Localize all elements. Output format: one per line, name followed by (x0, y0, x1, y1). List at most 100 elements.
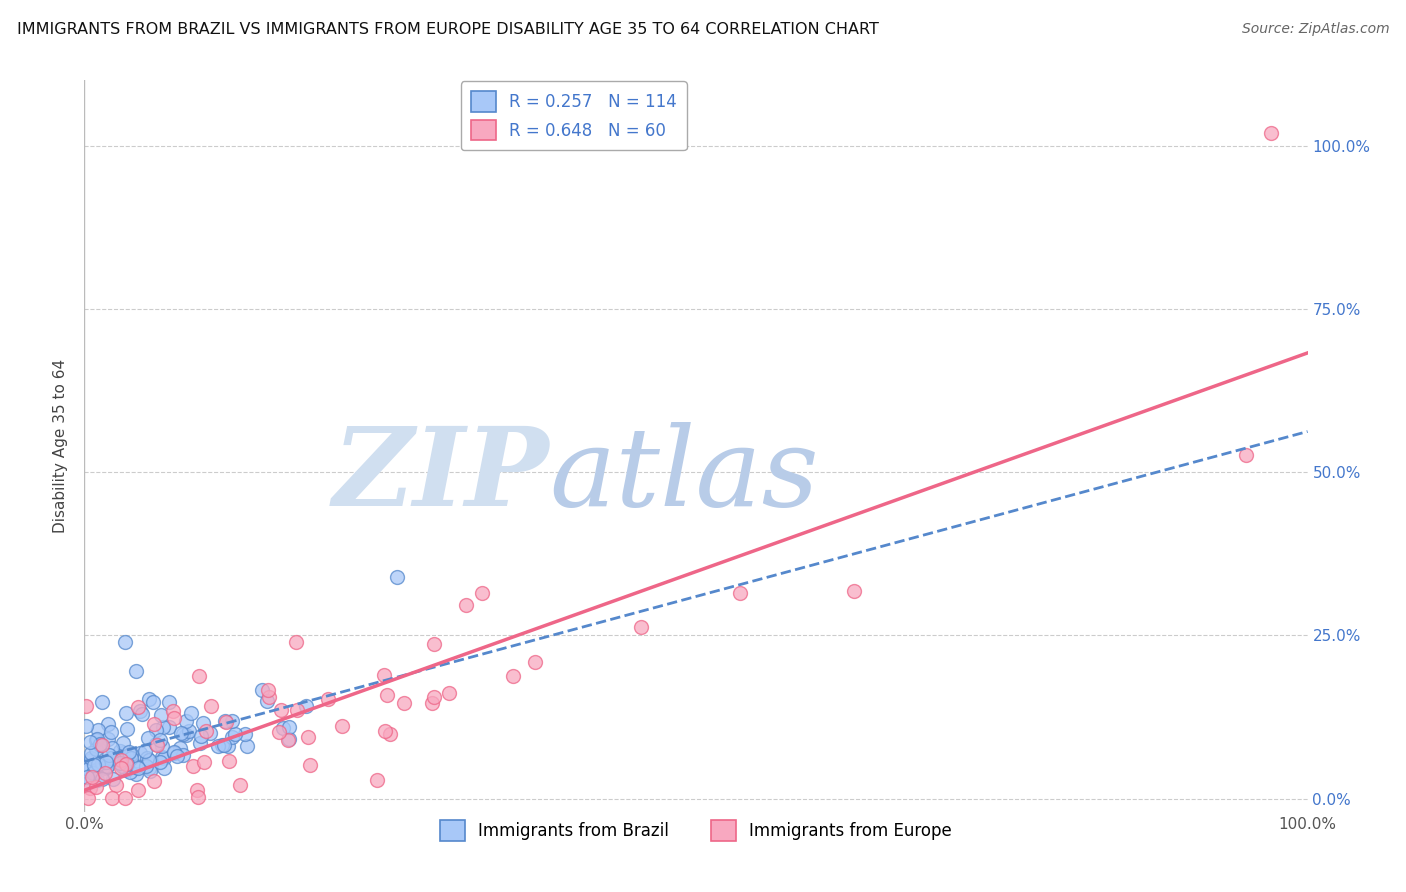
Point (298, 757, 321, 772)
Point (142, 695, 165, 709)
Point (374, 724, 396, 739)
Point (200, 698, 222, 713)
Point (127, 783, 149, 797)
Point (114, 763, 136, 777)
Point (366, 772, 388, 787)
Point (294, 699, 316, 714)
Point (110, 753, 132, 767)
Point (115, 757, 138, 772)
Point (214, 714, 236, 728)
Point (218, 754, 240, 768)
Point (143, 773, 166, 788)
Point (75, 760, 97, 774)
Point (224, 727, 246, 741)
Point (128, 746, 150, 760)
Point (149, 755, 172, 769)
Point (86, 772, 108, 787)
Point (149, 733, 172, 747)
Point (115, 755, 138, 769)
Point (127, 699, 149, 714)
Point (86, 763, 108, 777)
Point (387, 570, 409, 584)
Point (172, 727, 194, 741)
Point (101, 791, 124, 805)
Point (76, 771, 98, 785)
Point (420, 696, 443, 710)
Point (80, 753, 103, 767)
Point (277, 732, 299, 747)
Point (153, 761, 176, 775)
Point (284, 634, 307, 648)
Point (145, 738, 167, 752)
Point (82, 765, 104, 780)
Point (456, 598, 478, 612)
Point (145, 737, 167, 751)
Point (115, 749, 138, 764)
Point (152, 721, 174, 735)
Point (142, 717, 165, 731)
Point (193, 755, 215, 769)
Point (138, 691, 160, 706)
Point (1260, 126, 1282, 140)
Point (76, 762, 98, 776)
Point (198, 726, 221, 740)
Point (1236, 448, 1258, 462)
Point (277, 720, 299, 734)
Point (172, 747, 194, 762)
Point (194, 723, 217, 738)
Point (187, 789, 209, 804)
Point (186, 783, 208, 797)
Text: atlas: atlas (550, 422, 818, 529)
Point (153, 751, 176, 765)
Point (75, 777, 97, 791)
Point (80, 746, 103, 760)
Point (169, 726, 191, 740)
Point (373, 667, 395, 681)
Point (229, 778, 252, 792)
Point (270, 702, 292, 716)
Point (111, 759, 134, 773)
Point (118, 765, 141, 780)
Legend: Immigrants from Brazil, Immigrants from Europe: Immigrants from Brazil, Immigrants from … (433, 814, 959, 847)
Point (94, 755, 117, 769)
Point (89, 738, 111, 752)
Point (115, 706, 138, 721)
Point (108, 756, 131, 770)
Point (163, 745, 186, 759)
Point (96, 755, 118, 769)
Point (96, 759, 118, 773)
Point (138, 764, 160, 778)
Point (118, 745, 141, 759)
Point (136, 751, 159, 765)
Point (94, 766, 117, 780)
Point (150, 750, 173, 764)
Point (86, 732, 108, 747)
Point (221, 731, 243, 745)
Point (79, 735, 101, 749)
Point (471, 586, 494, 600)
Point (235, 727, 257, 741)
Point (91, 760, 114, 774)
Point (84, 733, 107, 747)
Point (162, 704, 184, 718)
Point (80, 770, 103, 784)
Point (103, 752, 125, 766)
Point (138, 761, 160, 775)
Point (422, 690, 444, 704)
Point (630, 620, 652, 634)
Point (250, 682, 273, 697)
Point (124, 767, 146, 781)
Point (221, 714, 243, 728)
Point (177, 724, 200, 739)
Point (235, 739, 257, 753)
Point (842, 584, 865, 599)
Point (120, 747, 142, 761)
Point (100, 724, 122, 739)
Point (285, 703, 308, 717)
Point (115, 757, 138, 772)
Point (75, 699, 97, 714)
Point (84, 780, 107, 795)
Point (79, 751, 101, 765)
Point (215, 714, 238, 729)
Point (110, 761, 132, 775)
